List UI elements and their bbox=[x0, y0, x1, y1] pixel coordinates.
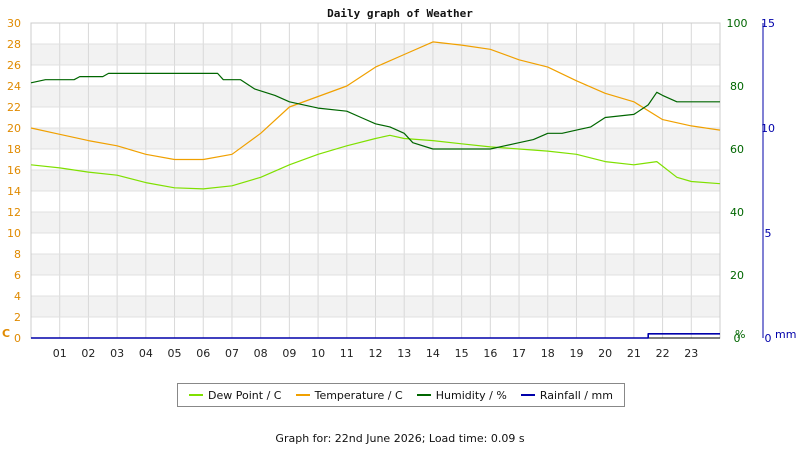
x-axis-tick-label: 21 bbox=[627, 347, 641, 360]
legend-label: Temperature / C bbox=[314, 388, 403, 402]
humidity-axis-tick-label: 100 bbox=[727, 17, 748, 30]
x-axis-tick-label: 03 bbox=[110, 347, 124, 360]
x-axis-tick-label: 12 bbox=[369, 347, 383, 360]
legend-swatch bbox=[520, 394, 535, 396]
humidity-axis-tick-label: 40 bbox=[730, 206, 744, 219]
x-axis-tick-label: 04 bbox=[139, 347, 153, 360]
left-axis-tick-label: 24 bbox=[7, 80, 21, 93]
rainfall-axis-tick-label: 10 bbox=[761, 122, 775, 135]
left-axis-tick-label: 0 bbox=[14, 332, 21, 345]
legend-label: Dew Point / C bbox=[208, 388, 282, 402]
x-axis-tick-label: 18 bbox=[541, 347, 555, 360]
humidity-axis-tick-label: 20 bbox=[730, 269, 744, 282]
left-axis-tick-label: 8 bbox=[14, 248, 21, 261]
x-axis-tick-label: 15 bbox=[455, 347, 469, 360]
left-axis-tick-label: 18 bbox=[7, 143, 21, 156]
left-axis-tick-label: 10 bbox=[7, 227, 21, 240]
left-axis-tick-label: 4 bbox=[14, 290, 21, 303]
x-axis-tick-label: 05 bbox=[168, 347, 182, 360]
x-axis-tick-label: 01 bbox=[53, 347, 67, 360]
legend-swatch bbox=[416, 394, 431, 396]
left-axis-tick-label: 14 bbox=[7, 185, 21, 198]
plot-grid bbox=[30, 22, 721, 339]
x-axis-tick-label: 22 bbox=[656, 347, 670, 360]
left-axis-tick-label: 30 bbox=[7, 17, 21, 30]
weather-chart: Daily graph of Weather 02468101214161820… bbox=[2, 7, 796, 360]
left-axis-tick-label: 20 bbox=[7, 122, 21, 135]
legend-swatch bbox=[189, 394, 204, 396]
legend-swatch bbox=[295, 394, 310, 396]
left-axis-tick-label: 22 bbox=[7, 101, 21, 114]
rainfall-axis-tick-label: 15 bbox=[761, 17, 775, 30]
x-axis-tick-label: 08 bbox=[254, 347, 268, 360]
humidity-line bbox=[30, 72, 720, 150]
data-series bbox=[30, 41, 721, 339]
left-axis-tick-label: 6 bbox=[14, 269, 21, 282]
humidity-axis-tick-label: 60 bbox=[730, 143, 744, 156]
legend-item: Dew Point / C bbox=[189, 389, 281, 402]
chart-title: Daily graph of Weather bbox=[327, 7, 473, 20]
left-axis-tick-label: 2 bbox=[14, 311, 21, 324]
left-axis-tick-label: 12 bbox=[7, 206, 21, 219]
x-axis-tick-label: 17 bbox=[512, 347, 526, 360]
rainfall-axis-tick-label: 5 bbox=[765, 227, 772, 240]
legend-label: Humidity / % bbox=[435, 388, 507, 402]
left-axis-tick-label: 26 bbox=[7, 59, 21, 72]
x-axis-tick-label: 13 bbox=[397, 347, 411, 360]
rainfall-mm-line bbox=[31, 333, 720, 339]
legend-item: Rainfall / mm bbox=[520, 388, 613, 402]
humidity-axis-unit-label: % bbox=[735, 328, 745, 341]
legend-item: Humidity / % bbox=[416, 388, 507, 402]
dew-point-c-line bbox=[30, 134, 721, 190]
x-axis-tick-label: 06 bbox=[196, 347, 210, 360]
temperature-c-line bbox=[30, 41, 721, 161]
x-axis-tick-label: 10 bbox=[311, 347, 325, 360]
x-axis-tick-label: 19 bbox=[569, 347, 583, 360]
x-axis-tick-label: 09 bbox=[282, 347, 296, 360]
x-axis-tick-label: 14 bbox=[426, 347, 440, 360]
x-axis-tick-label: 07 bbox=[225, 347, 239, 360]
left-axis-unit-label: C bbox=[2, 327, 10, 340]
humidity-axis-tick-label: 0 bbox=[734, 332, 741, 345]
x-axis-tick-label: 20 bbox=[598, 347, 612, 360]
humidity-axis-tick-label: 80 bbox=[730, 80, 744, 93]
rainfall-axis-tick-label: 0 bbox=[765, 332, 772, 345]
x-axis-tick-label: 11 bbox=[340, 347, 354, 360]
x-axis-tick-label: 02 bbox=[81, 347, 95, 360]
x-axis-tick-label: 23 bbox=[684, 347, 698, 360]
graph-footer: Graph for: 22nd June 2026; Load time: 0.… bbox=[275, 432, 525, 445]
left-axis-tick-label: 28 bbox=[7, 38, 21, 51]
chart-legend: Dew Point / C Temperature / C Humidity / %… bbox=[177, 383, 625, 407]
left-axis-tick-label: 16 bbox=[7, 164, 21, 177]
rainfall-axis-unit-label: mm bbox=[775, 328, 796, 341]
legend-label: Rainfall / mm bbox=[539, 388, 613, 402]
legend-item: Temperature / C bbox=[295, 388, 403, 402]
x-axis-tick-label: 16 bbox=[483, 347, 497, 360]
